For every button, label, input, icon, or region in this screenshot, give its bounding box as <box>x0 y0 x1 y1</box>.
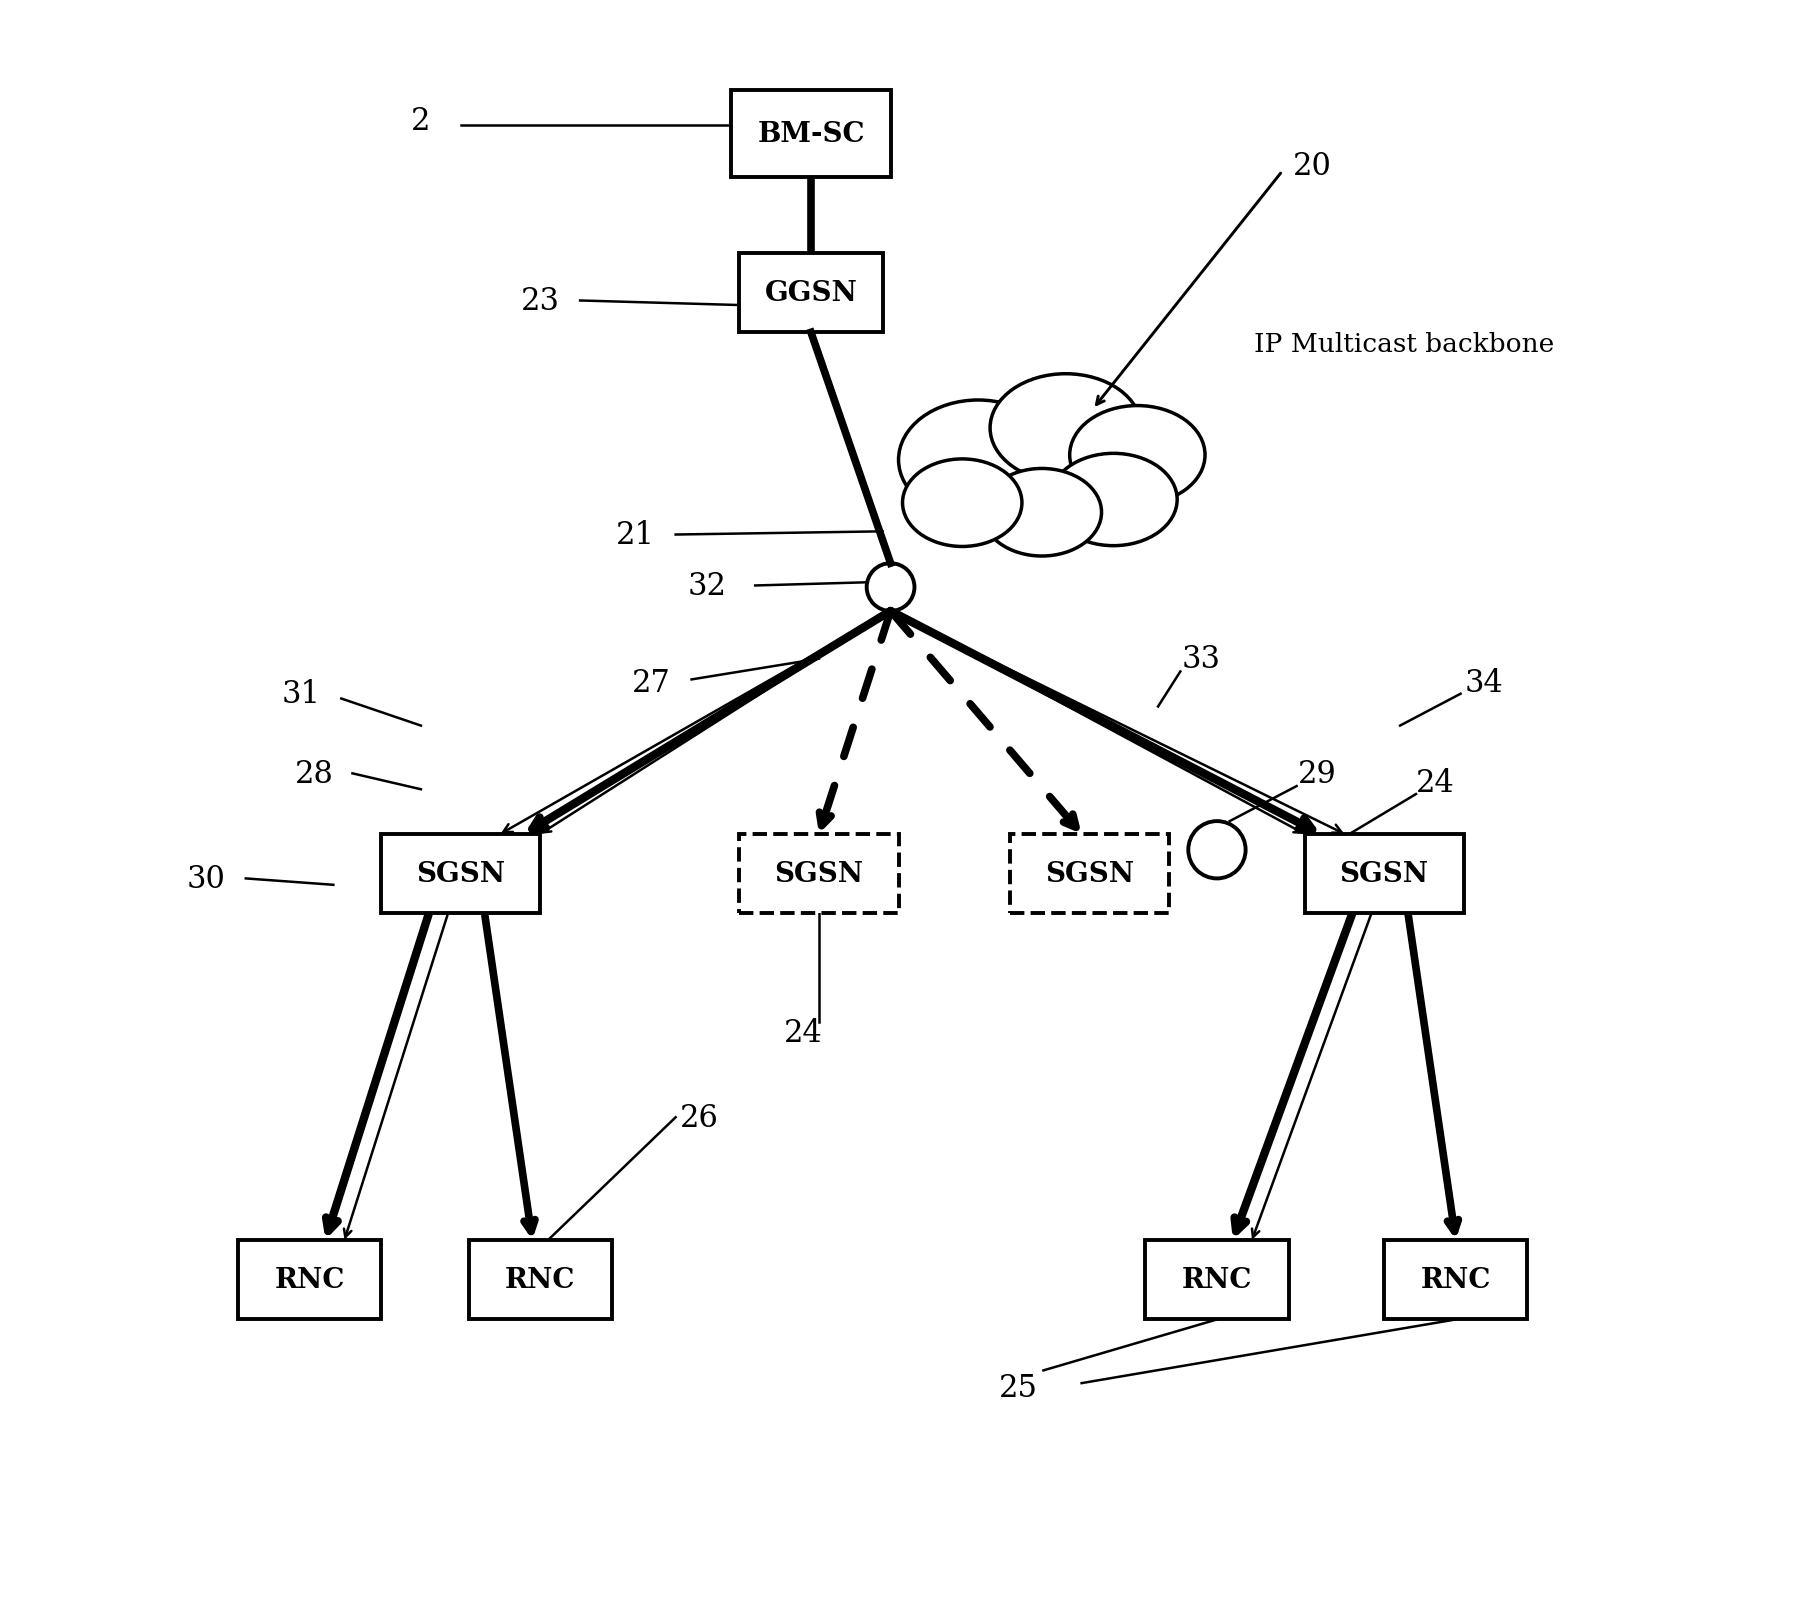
Text: 33: 33 <box>1182 644 1220 674</box>
Text: 24: 24 <box>783 1018 823 1048</box>
Bar <box>1010 835 1169 913</box>
Text: 32: 32 <box>687 571 727 602</box>
Text: RNC: RNC <box>274 1266 344 1294</box>
Ellipse shape <box>899 401 1057 520</box>
Bar <box>1383 1241 1527 1319</box>
Ellipse shape <box>1070 406 1206 506</box>
Ellipse shape <box>1050 454 1177 546</box>
Bar <box>238 1241 381 1319</box>
Text: 25: 25 <box>999 1372 1037 1403</box>
Text: RNC: RNC <box>1421 1266 1490 1294</box>
Text: SGSN: SGSN <box>1340 860 1429 888</box>
Text: RNC: RNC <box>1182 1266 1253 1294</box>
Text: SGSN: SGSN <box>774 860 863 888</box>
Text: 20: 20 <box>1293 151 1333 181</box>
Bar <box>381 835 540 913</box>
Text: BM-SC: BM-SC <box>758 120 865 148</box>
Text: 26: 26 <box>680 1103 720 1133</box>
Bar <box>731 90 890 178</box>
Text: 28: 28 <box>296 759 334 790</box>
Bar <box>740 835 899 913</box>
Text: 31: 31 <box>283 679 321 709</box>
Bar <box>470 1241 613 1319</box>
Text: IP Multicast backbone: IP Multicast backbone <box>1253 332 1554 356</box>
Ellipse shape <box>990 374 1142 483</box>
Text: 30: 30 <box>187 863 225 894</box>
Text: 24: 24 <box>1416 767 1454 799</box>
Ellipse shape <box>903 459 1023 547</box>
Text: 23: 23 <box>520 286 560 316</box>
Text: 34: 34 <box>1465 668 1503 698</box>
Text: RNC: RNC <box>506 1266 575 1294</box>
Text: 21: 21 <box>616 520 654 551</box>
Ellipse shape <box>983 469 1102 557</box>
Text: SGSN: SGSN <box>417 860 506 888</box>
Text: 2: 2 <box>412 106 431 136</box>
Text: SGSN: SGSN <box>1044 860 1135 888</box>
Bar <box>1305 835 1463 913</box>
Bar <box>1146 1241 1289 1319</box>
Text: GGSN: GGSN <box>765 279 858 307</box>
Text: 29: 29 <box>1298 759 1336 790</box>
Bar <box>740 254 883 334</box>
Text: 27: 27 <box>633 668 671 698</box>
